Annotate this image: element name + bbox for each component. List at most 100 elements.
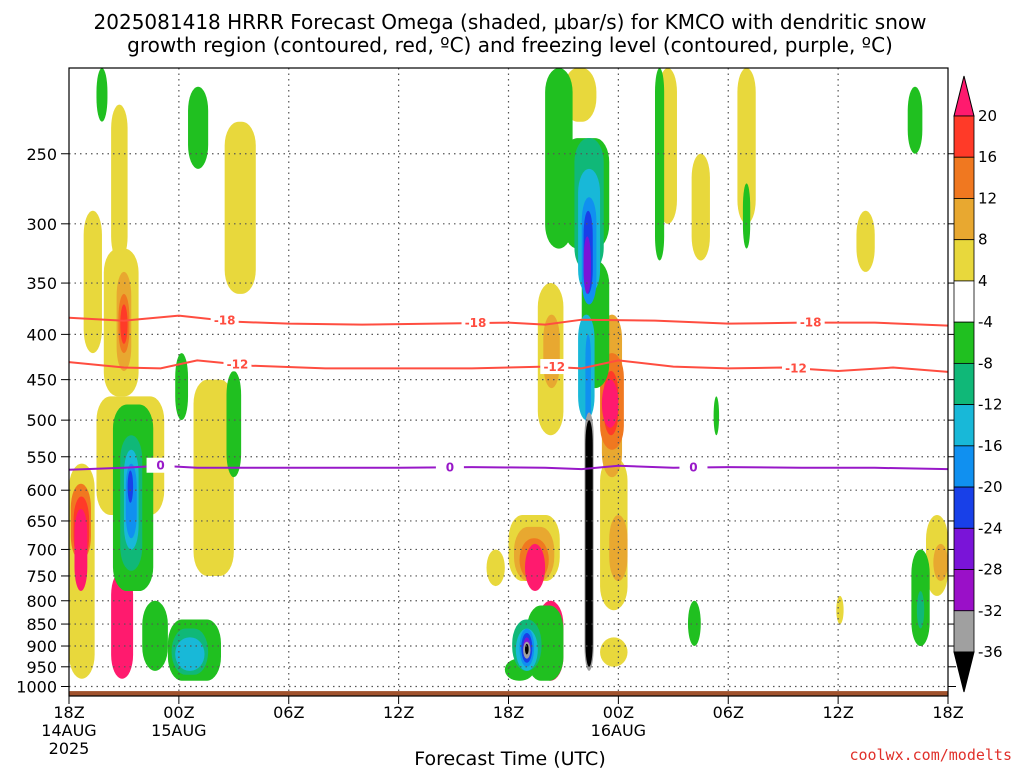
colorbar-segment [953,404,975,447]
x-tick-label: 18Z [53,703,84,722]
x-tick-label: 00Z [603,703,634,722]
y-tick-label: 250 [26,145,57,164]
colorbar-tick-label: -32 [978,602,1003,620]
omega-region-m4 [96,68,108,122]
colorbar-segment [953,198,975,241]
colorbar-segment [953,156,975,199]
y-tick-label: 550 [26,448,57,467]
contour-label: -12 [227,357,249,371]
contour-label-bg [146,457,175,473]
x-tick-date: 15AUG [151,721,206,740]
omega-region-m4 [142,600,168,671]
chart-title-line2: growth region (contoured, red, ºC) and f… [127,33,893,57]
x-tick-label: 06Z [713,703,744,722]
plot-grid [69,68,948,696]
colorbar-segment [953,527,975,570]
x-tick-label: 18Z [932,703,963,722]
omega-region-8 [609,515,628,582]
x-tick-label: 12Z [383,703,414,722]
omega-region-4 [600,637,628,667]
omega-region-m4 [188,86,209,169]
colorbar-segment [953,362,975,406]
chart-title-line1: 2025081418 HRRR Forecast Omega (shaded, … [94,10,927,34]
omega-region-8 [933,543,948,582]
colorbar-tick-label: 12 [978,189,997,207]
omega-region-m8 [916,591,925,629]
contour-label-bg [782,360,811,376]
temperature-contours: -18 -18 -18 -12 -12 -12 0 0 0 [69,312,948,475]
contour-label: -18 [800,316,822,330]
omega-region-m4 [687,600,701,647]
y-tick-label: 750 [26,567,57,586]
omega-region-m36 [585,420,593,667]
omega-region-m24 [583,236,591,294]
omega-region-m4 [713,396,720,436]
omega-region-16 [120,304,128,344]
contour-label: 0 [156,459,164,473]
contour-label: 0 [446,460,454,474]
contour-label: -12 [543,360,565,374]
contour-label-bg [461,315,490,331]
omega-region-20 [601,379,619,428]
y-tick-label: 1000 [16,678,57,697]
contour-label-bg [679,459,708,475]
colorbar-tick-label: -24 [978,519,1003,537]
omega-region-m20 [127,470,134,503]
colorbar-bottom-arrow [953,651,975,693]
x-tick-date: 16AUG [591,721,646,740]
x-tick-date: 14AUG [41,721,96,740]
y-tick-label: 650 [26,512,57,531]
colorbar-segment [953,445,975,488]
omega-region-4 [83,210,102,354]
contour-label: -18 [214,314,236,328]
y-tick-label: 500 [26,411,57,430]
omega-region-m4 [175,353,189,421]
colorbar-segment [953,239,975,282]
colorbar-top-arrow [953,75,975,117]
ground-strip [69,691,948,696]
colorbar-tick-label: 16 [978,148,997,166]
credit-link[interactable]: coolwx.com/modelts [849,746,1012,764]
colorbar-tick-label: 8 [978,231,988,249]
colorbar-tick-label: -36 [978,643,1003,661]
contour-label: 0 [689,461,697,475]
colorbar: 20 16 12 8 4 -4 -8 -12 -16 -20 -24 -28 -32 -36 [953,75,1003,693]
y-tick-label: 450 [26,371,57,390]
y-tick-label: 300 [26,215,57,234]
omega-region-4 [856,210,875,272]
omega-region-4 [486,549,505,587]
omega-region-m4 [655,68,665,261]
contour-label-bg [223,356,252,372]
omega-region-4 [111,104,128,261]
omega-region-4 [836,595,844,625]
contour-label-bg [435,459,464,475]
y-tick-label: 950 [26,658,57,677]
omega-region-4 [224,121,256,294]
x-tick-year: 2025 [49,739,90,758]
colorbar-tick-label: 20 [978,107,997,125]
colorbar-tick-label: 4 [978,272,988,290]
colorbar-tick-label: -12 [978,396,1003,414]
contour-label: -12 [785,361,807,375]
x-tick-label: 06Z [273,703,304,722]
colorbar-segment [953,569,975,612]
omega-region-4 [737,68,756,224]
y-tick-label: 700 [26,540,57,559]
omega-region-20 [111,570,134,679]
colorbar-tick-label: -16 [978,437,1003,455]
contour-line [69,314,948,327]
x-tick-label: 00Z [163,703,194,722]
colorbar-segment [953,486,975,529]
y-tick-label: 600 [26,481,57,500]
colorbar-tick-label: -28 [978,561,1003,579]
x-tick-label: 12Z [822,703,853,722]
contour-label: -18 [465,316,487,330]
x-axis-title: Forecast Time (UTC) [414,748,605,768]
omega-region-m4 [226,371,242,478]
y-tick-label: 850 [26,615,57,634]
y-tick-label: 800 [26,592,57,611]
contour-label-bg [796,314,825,330]
omega-region-20 [524,543,546,592]
